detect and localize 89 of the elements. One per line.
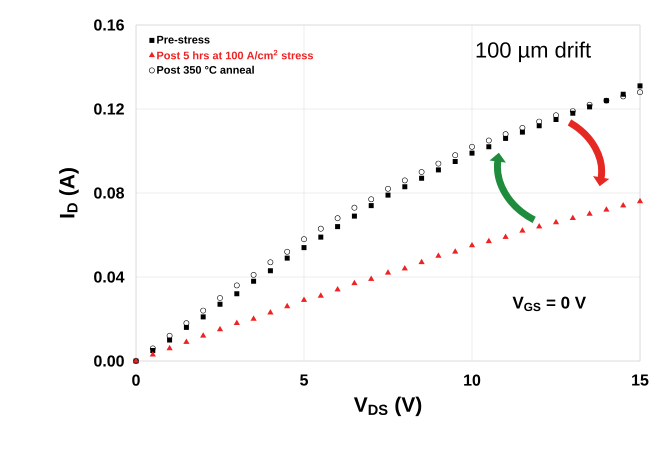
point <box>318 226 324 232</box>
point <box>234 320 240 325</box>
point <box>318 234 324 240</box>
x-tick-label: 15 <box>632 374 648 386</box>
point <box>502 234 508 239</box>
point <box>167 338 172 342</box>
point <box>218 302 222 307</box>
legend-label: Post 5 hrs at 100 A/cm$^{2}$ stress <box>157 50 314 60</box>
point <box>553 219 559 224</box>
x-tick-label: 5 <box>300 374 308 386</box>
point <box>150 351 156 356</box>
point <box>638 83 642 88</box>
point <box>520 130 525 135</box>
point <box>217 295 223 301</box>
point <box>436 252 442 258</box>
point <box>536 223 542 228</box>
x-axis-title: V$_{DS}$ (V) <box>354 396 422 416</box>
point <box>620 202 626 208</box>
x-tick-label: 10 <box>464 374 480 386</box>
point <box>302 245 306 250</box>
point <box>385 270 391 275</box>
point <box>486 144 492 150</box>
point <box>352 214 357 219</box>
point <box>284 256 290 261</box>
point <box>452 159 458 164</box>
point <box>334 215 340 222</box>
point <box>452 152 458 158</box>
point <box>554 117 558 122</box>
point <box>402 184 408 190</box>
point <box>452 248 458 254</box>
point <box>368 203 374 208</box>
point <box>486 138 492 144</box>
point <box>637 198 643 204</box>
point <box>469 242 475 248</box>
point <box>250 316 256 321</box>
point <box>486 238 492 244</box>
point <box>570 214 576 220</box>
point <box>604 206 610 212</box>
point <box>436 167 441 172</box>
y-tick-label: 0.04 <box>94 271 124 283</box>
point <box>268 259 274 266</box>
point <box>368 276 374 281</box>
legend-label: Pre-stress <box>157 36 210 44</box>
point <box>334 286 340 292</box>
y-tick-label: 0.16 <box>94 19 124 31</box>
point <box>284 248 290 255</box>
point <box>200 308 206 314</box>
point <box>268 268 273 274</box>
point <box>184 338 190 344</box>
point <box>318 292 324 298</box>
point <box>217 326 223 332</box>
point <box>469 144 475 150</box>
point <box>200 332 206 338</box>
point <box>251 278 256 284</box>
point <box>470 150 474 156</box>
y-tick-label: 0.00 <box>94 355 124 367</box>
x-tick-label: 0 <box>132 374 140 386</box>
point <box>402 178 408 184</box>
point <box>402 265 408 270</box>
point <box>166 345 172 350</box>
point <box>536 118 542 124</box>
point <box>385 186 391 192</box>
point <box>234 291 240 296</box>
y-tick-label: 0.08 <box>94 187 124 199</box>
annotation: V$_{GS}$ = 0 V <box>512 296 586 312</box>
point <box>419 176 424 181</box>
point <box>368 196 374 202</box>
point <box>234 282 240 288</box>
point <box>520 228 526 233</box>
point <box>301 296 307 302</box>
point <box>284 303 290 308</box>
point <box>150 346 156 352</box>
point <box>268 309 274 314</box>
point <box>301 236 307 242</box>
point <box>200 314 206 320</box>
point <box>335 224 340 230</box>
y-axis-title: I$_{D}$ (A) <box>59 168 79 218</box>
point <box>250 272 256 278</box>
point <box>352 280 358 286</box>
point <box>418 169 424 175</box>
point <box>418 259 424 264</box>
y-tick-label: 0.12 <box>94 103 124 115</box>
point <box>637 89 643 96</box>
point <box>352 204 358 211</box>
point <box>386 192 390 198</box>
annotation: 100 µm drift <box>476 42 591 62</box>
point <box>586 210 592 216</box>
legend-label: Post 350 °C anneal <box>157 66 254 74</box>
point <box>436 160 442 166</box>
